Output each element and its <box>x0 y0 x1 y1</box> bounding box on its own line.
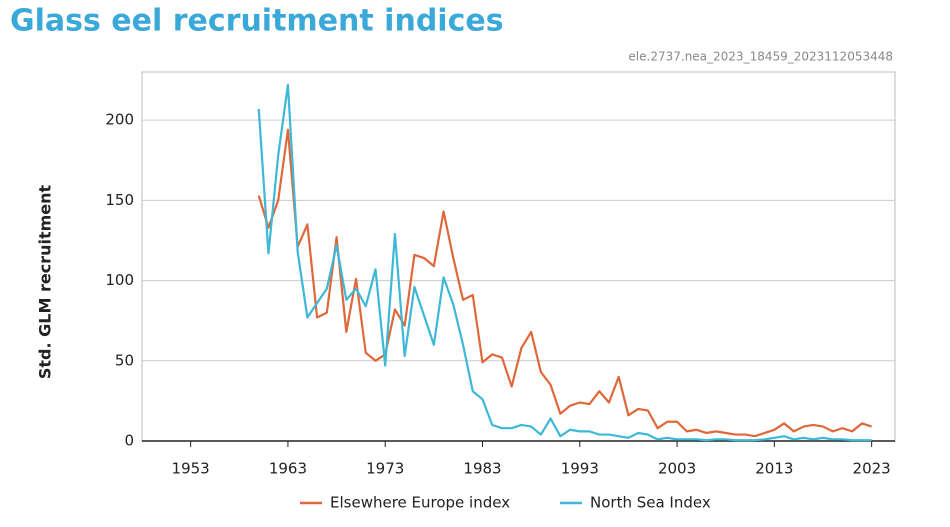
chart-subtitle: ele.2737.nea_2023_18459_2023112053448 <box>628 50 893 64</box>
plot-area <box>141 71 896 442</box>
y-tick-label: 100 <box>105 271 134 289</box>
series-line <box>257 128 872 438</box>
x-tick-label: 1973 <box>366 460 404 478</box>
chart-title: Glass eel recruitment indices <box>10 4 504 39</box>
y-tick-label: 150 <box>105 191 134 209</box>
y-tick-label: 50 <box>115 351 134 369</box>
x-tick-label: 1953 <box>172 460 210 478</box>
series-line <box>257 83 872 442</box>
y-tick-label: 200 <box>105 111 134 129</box>
x-tick-label: 1993 <box>561 460 599 478</box>
legend-label: North Sea Index <box>590 494 711 512</box>
y-tick-label: 0 <box>124 432 134 450</box>
x-tick-label: 2023 <box>853 460 891 478</box>
x-tick-label: 1963 <box>269 460 307 478</box>
x-tick-label: 1983 <box>463 460 501 478</box>
x-tick-label: 2013 <box>755 460 793 478</box>
y-axis-label: Std. GLM recruitment <box>36 185 55 380</box>
legend-label: Elsewhere Europe index <box>330 494 510 512</box>
x-tick-label: 2003 <box>658 460 696 478</box>
